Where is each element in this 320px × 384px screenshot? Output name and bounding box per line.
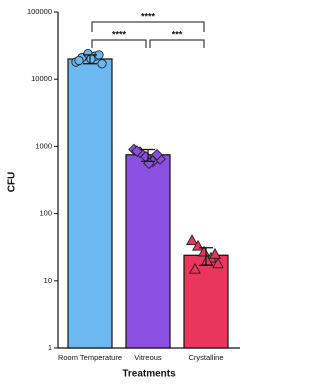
significance-bracket <box>91 39 147 48</box>
bar <box>183 254 229 349</box>
point <box>151 148 163 161</box>
significance-label: **** <box>112 29 127 39</box>
bar <box>125 154 171 349</box>
x-axis-title: Treatments <box>122 369 176 380</box>
point <box>209 247 221 259</box>
point <box>97 59 107 69</box>
significance-label: **** <box>141 11 156 21</box>
point <box>131 145 143 157</box>
bar <box>67 58 113 349</box>
significance-bracket <box>91 21 205 32</box>
y-tick-label: 100 <box>39 209 52 218</box>
x-tick-label: Vitreous <box>134 353 162 362</box>
x-tick-label: Crystalline <box>188 353 223 362</box>
point <box>212 257 224 269</box>
significance-label: *** <box>172 29 183 39</box>
y-tick-label: 10 <box>44 276 52 285</box>
error-bar <box>141 148 155 162</box>
point <box>86 54 96 64</box>
chart: Treatments CFU 1 10 100 1000 10000 100000 Room… <box>7 7 240 380</box>
point <box>186 234 198 245</box>
y-tick-label: 1000 <box>35 141 52 150</box>
point <box>74 55 84 66</box>
x-tick-label: Room Temperature <box>58 353 122 362</box>
significance-bracket <box>149 39 205 48</box>
y-axis-title: CFU <box>7 172 18 193</box>
point <box>189 262 201 274</box>
error-bar <box>83 54 97 65</box>
y-tick-label: 1 <box>48 343 52 352</box>
error-bar <box>199 247 213 266</box>
y-tick-label: 10000 <box>31 74 52 83</box>
y-tick-label: 100000 <box>27 7 52 16</box>
